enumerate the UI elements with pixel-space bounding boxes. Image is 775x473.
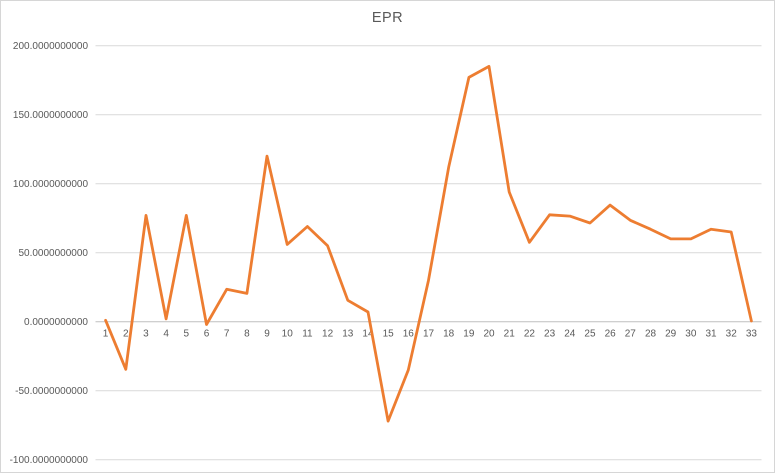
x-tick-label: 15 bbox=[383, 329, 395, 340]
y-tick-label: 100.0000000000 bbox=[13, 179, 89, 190]
x-tick-label: 27 bbox=[625, 329, 637, 340]
y-tick-label: 150.0000000000 bbox=[13, 110, 89, 121]
x-tick-label: 12 bbox=[322, 329, 334, 340]
x-tick-label: 30 bbox=[685, 329, 697, 340]
x-tick-label: 33 bbox=[746, 329, 758, 340]
x-tick-label: 32 bbox=[726, 329, 738, 340]
x-tick-label: 19 bbox=[463, 329, 475, 340]
x-tick-label: 2 bbox=[123, 329, 129, 340]
y-tick-label: 0.0000000000 bbox=[24, 317, 88, 328]
x-tick-label: 3 bbox=[143, 329, 149, 340]
x-tick-label: 4 bbox=[163, 329, 169, 340]
x-tick-label: 28 bbox=[645, 329, 657, 340]
x-tick-label: 14 bbox=[362, 329, 374, 340]
x-tick-label: 25 bbox=[584, 329, 596, 340]
x-tick-label: 31 bbox=[705, 329, 717, 340]
y-tick-label: -50.0000000000 bbox=[15, 386, 88, 397]
x-tick-label: 6 bbox=[204, 329, 210, 340]
x-tick-label: 11 bbox=[302, 329, 313, 340]
y-tick-label: -100.0000000000 bbox=[10, 455, 89, 466]
x-tick-label: 13 bbox=[342, 329, 354, 340]
x-tick-label: 17 bbox=[423, 329, 435, 340]
x-tick-label: 18 bbox=[443, 329, 455, 340]
chart-title: EPR bbox=[371, 10, 404, 26]
x-tick-label: 26 bbox=[605, 329, 617, 340]
x-tick-label: 8 bbox=[244, 329, 250, 340]
epr-series-line bbox=[104, 65, 753, 423]
y-tick-label: 50.0000000000 bbox=[18, 248, 88, 259]
x-tick-label: 23 bbox=[544, 329, 556, 340]
x-tick-label: 20 bbox=[483, 329, 495, 340]
x-tick-label: 9 bbox=[264, 329, 270, 340]
x-tick-label: 21 bbox=[504, 329, 516, 340]
x-tick-label: 16 bbox=[403, 329, 415, 340]
x-tick-label: 1 bbox=[103, 329, 109, 340]
x-tick-label: 29 bbox=[665, 329, 677, 340]
y-tick-label: 200.0000000000 bbox=[13, 41, 89, 52]
x-tick-label: 22 bbox=[524, 329, 536, 340]
x-tick-label: 24 bbox=[564, 329, 576, 340]
x-tick-label: 7 bbox=[224, 329, 230, 340]
x-tick-label: 10 bbox=[282, 329, 294, 340]
x-tick-label: 5 bbox=[184, 329, 190, 340]
